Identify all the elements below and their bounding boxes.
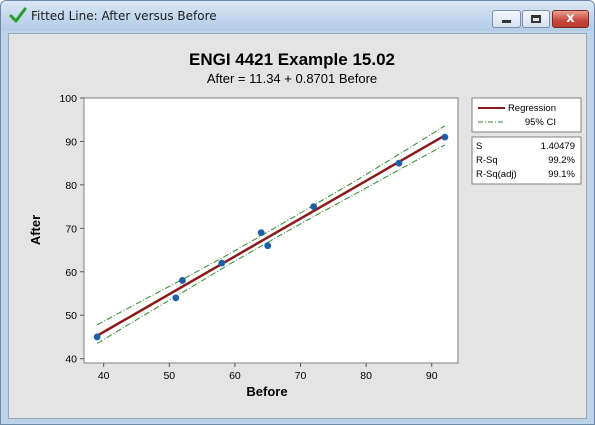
minimize-icon (502, 20, 511, 23)
data-point (93, 333, 101, 341)
data-point (264, 242, 272, 250)
stat-label-s: S (476, 141, 482, 152)
x-tick-label: 40 (98, 370, 110, 382)
window-title: Fitted Line: After versus Before (31, 9, 217, 23)
x-tick-label: 60 (229, 370, 241, 382)
data-point (172, 294, 180, 302)
stat-label-rsq-adj: R-Sq(adj) (476, 169, 517, 180)
stat-value-s: 1.40479 (541, 141, 575, 152)
regression-line (96, 134, 446, 337)
stats-box (471, 136, 582, 185)
close-icon: x (566, 11, 575, 26)
minimize-button[interactable] (492, 10, 521, 28)
y-tick-label: 50 (65, 310, 77, 322)
data-point (218, 259, 226, 267)
y-tick-label: 60 (65, 267, 77, 279)
close-button[interactable]: x (552, 10, 589, 28)
ci-lower-line (96, 144, 446, 344)
x-tick-label: 80 (360, 370, 372, 382)
data-point (441, 133, 449, 141)
checkmark-icon (9, 7, 27, 23)
chart-subtitle: After = 11.34 + 0.8701 Before (207, 71, 377, 86)
ci-upper-line (96, 125, 446, 326)
legend-regression-label: Regression (508, 103, 556, 114)
legend-box (471, 97, 582, 133)
data-point (395, 159, 403, 167)
y-tick-label: 90 (65, 136, 77, 148)
x-axis-title: Before (246, 384, 287, 399)
data-point (310, 203, 318, 211)
data-point (179, 277, 186, 284)
legend-ci-label: 95% CI (525, 117, 556, 128)
maximize-button[interactable] (522, 10, 550, 28)
title-bar[interactable]: Fitted Line: After versus Before x (1, 1, 594, 31)
x-tick-label: 90 (426, 370, 438, 382)
graph-area: ENGI 4421 Example 15.02 After = 11.34 + … (8, 33, 587, 419)
maximize-icon (531, 15, 541, 23)
y-tick-label: 80 (65, 180, 77, 192)
plot-region (83, 97, 459, 364)
x-tick-label: 70 (295, 370, 307, 382)
data-point (257, 229, 265, 237)
stat-value-rsq: 99.2% (548, 155, 575, 166)
y-tick-label: 70 (65, 223, 77, 235)
y-axis-title: After (28, 215, 43, 245)
y-tick-label: 100 (59, 93, 77, 105)
fitted-line-plot: ENGI 4421 Example 15.02 After = 11.34 + … (28, 50, 582, 399)
stat-label-rsq: R-Sq (476, 155, 498, 166)
y-tick-label: 40 (65, 354, 77, 366)
chart-title: ENGI 4421 Example 15.02 (189, 50, 395, 69)
stat-value-rsq-adj: 99.1% (548, 169, 575, 180)
x-tick-label: 50 (163, 370, 175, 382)
